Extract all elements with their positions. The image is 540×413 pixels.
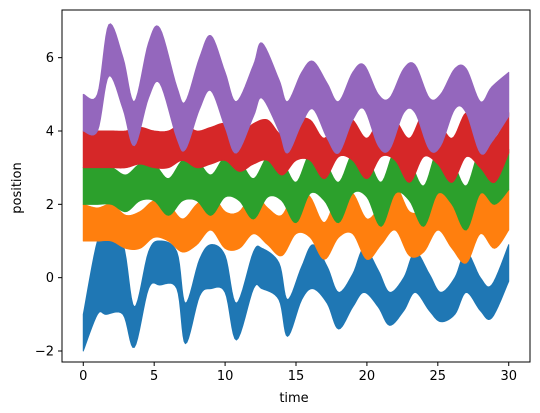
series-band-1 <box>82 234 510 352</box>
x-tick-label: 15 <box>288 369 305 384</box>
y-tick-label: 4 <box>46 125 54 140</box>
y-tick-label: 2 <box>46 198 54 213</box>
y-tick-label: −2 <box>35 345 54 360</box>
x-tick-label: 5 <box>150 369 158 384</box>
x-tick-label: 30 <box>500 369 517 384</box>
y-axis-label: position <box>10 162 25 214</box>
y-tick-label: 0 <box>46 271 54 286</box>
axes-layer: 0 5 10 15 20 25 30 −2 0 2 4 6 <box>35 9 531 384</box>
plot-layer <box>82 23 510 352</box>
series-band-5 <box>82 23 510 155</box>
x-tick-label: 0 <box>79 369 87 384</box>
x-axis-label: time <box>279 391 308 406</box>
x-tick-label: 25 <box>430 369 447 384</box>
x-tick-label: 10 <box>217 369 234 384</box>
y-tick-label: 6 <box>46 51 54 66</box>
x-tick-label: 20 <box>359 369 376 384</box>
